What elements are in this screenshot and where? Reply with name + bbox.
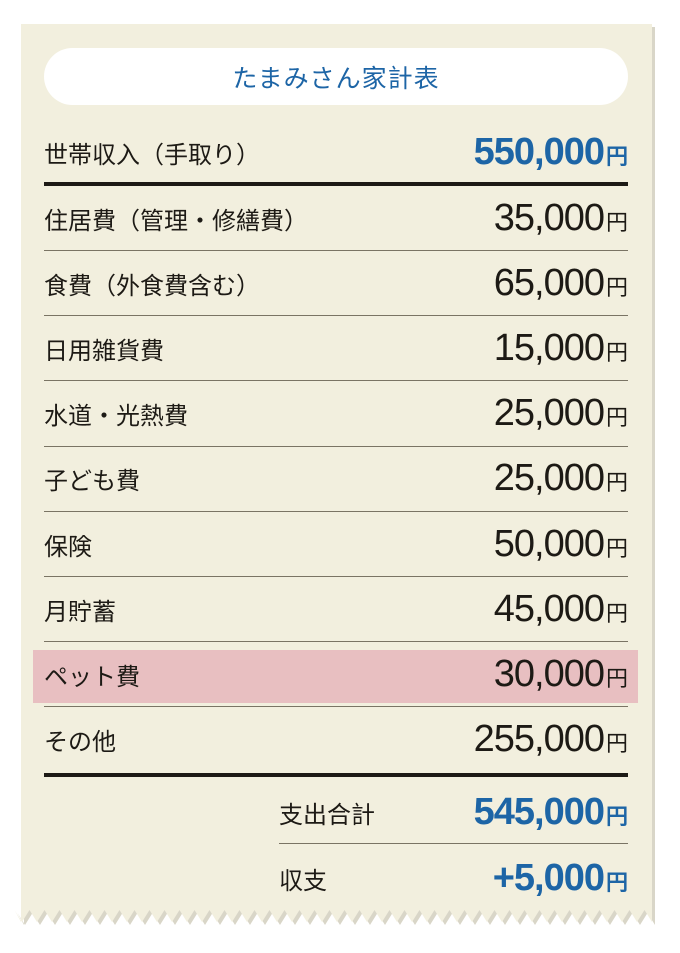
row-divider — [44, 576, 628, 577]
expense-unit: 円 — [605, 274, 628, 300]
expense-unit: 円 — [605, 535, 628, 561]
expense-amount: 15,000 — [493, 326, 605, 369]
row-divider — [44, 510, 628, 512]
total-label: 支出合計 — [279, 800, 375, 829]
expense-unit: 円 — [605, 665, 628, 691]
expense-amount: 45,000 — [493, 587, 605, 630]
expense-label: ペット費 — [44, 662, 140, 691]
expense-label: 食費（外食費含む） — [44, 271, 260, 300]
expense-label: その他 — [44, 728, 116, 757]
row-divider — [44, 445, 628, 447]
row-divider — [44, 380, 628, 382]
expense-row: 保険 50,000円 — [44, 512, 628, 576]
expense-amount: 255,000 — [473, 718, 605, 761]
row-divider — [44, 250, 628, 251]
expense-amount: 25,000 — [493, 392, 605, 435]
row-divider — [44, 641, 628, 643]
title-banner: たまみさん家計表 — [44, 48, 628, 105]
income-row: 世帯収入（手取り） 550,000円 — [44, 120, 628, 184]
page-title: たまみさん家計表 — [232, 63, 440, 93]
expense-row: 食費（外食費含む） 65,000円 — [44, 251, 628, 315]
expense-amount: 65,000 — [493, 261, 605, 304]
balance-row: 収支 +5,000円 — [279, 848, 628, 908]
row-divider — [44, 706, 628, 708]
balance-label: 収支 — [279, 866, 327, 895]
expense-amount: 35,000 — [493, 196, 605, 239]
expense-label: 水道・光熱費 — [44, 402, 188, 431]
income-label: 世帯収入（手取り） — [44, 140, 260, 169]
income-divider — [44, 182, 628, 186]
row-divider — [44, 315, 628, 317]
expense-row: 月貯蓄 45,000円 — [44, 577, 628, 641]
expense-row: 子ども費 25,000円 — [44, 447, 628, 511]
expense-unit: 円 — [605, 731, 628, 757]
total-divider — [44, 773, 628, 777]
income-amount: 550,000 — [473, 130, 605, 173]
expense-label: 月貯蓄 — [44, 597, 116, 626]
total-amount: 545,000 — [473, 790, 605, 833]
total-unit: 円 — [605, 803, 628, 829]
income-unit: 円 — [605, 143, 628, 169]
expense-unit: 円 — [605, 405, 628, 431]
expense-label: 保険 — [44, 532, 92, 561]
expense-unit: 円 — [605, 209, 628, 235]
expense-row: 住居費（管理・修繕費） 35,000円 — [44, 186, 628, 250]
expense-unit: 円 — [605, 339, 628, 365]
expense-label: 子ども費 — [44, 467, 140, 496]
expense-unit: 円 — [605, 600, 628, 626]
expense-label: 日用雑貨費 — [44, 336, 164, 365]
balance-amount: +5,000 — [492, 856, 605, 899]
total-row: 支出合計 545,000円 — [279, 782, 628, 842]
summary-divider — [279, 843, 628, 844]
highlight-band — [33, 650, 638, 703]
balance-unit: 円 — [605, 869, 628, 895]
expense-amount: 50,000 — [493, 522, 605, 565]
expense-amount: 30,000 — [493, 652, 605, 695]
expense-row: 日用雑貨費 15,000円 — [44, 316, 628, 380]
expense-row: その他 255,000円 — [44, 708, 628, 772]
expense-row: ペット費 30,000円 — [44, 642, 628, 706]
expense-unit: 円 — [605, 470, 628, 496]
expense-row: 水道・光熱費 25,000円 — [44, 382, 628, 446]
expense-amount: 25,000 — [493, 457, 605, 500]
expense-label: 住居費（管理・修繕費） — [44, 206, 308, 235]
